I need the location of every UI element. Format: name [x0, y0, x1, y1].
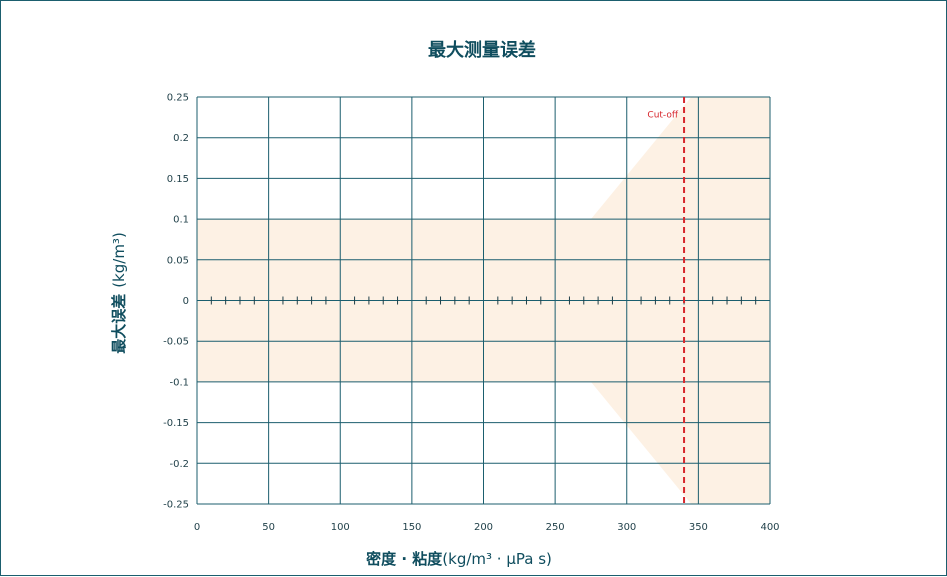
y-tick-label-9: -0.2: [169, 459, 189, 470]
x-tick-label-2: 100: [331, 522, 350, 533]
y-axis-label: 最大误差 (kg/m³): [110, 232, 128, 354]
x-tick-label-8: 400: [760, 522, 779, 533]
y-tick-label-10: -0.25: [163, 500, 189, 511]
cutoff-label: Cut-off: [647, 110, 678, 120]
grid-layer: [196, 96, 771, 505]
y-axis-label-unit: (kg/m³): [110, 232, 128, 288]
x-axis-label-main: 密度 · 粘度: [366, 550, 443, 568]
x-tick-label-7: 350: [689, 522, 708, 533]
x-tick-label-4: 200: [474, 522, 493, 533]
x-tick-label-5: 250: [546, 522, 565, 533]
x-tick-label-0: 0: [194, 522, 200, 533]
x-tick-label-3: 150: [402, 522, 421, 533]
x-axis-label: 密度 · 粘度(kg/m³ · µPa s): [366, 550, 552, 568]
chart-title: 最大测量误差: [428, 39, 536, 61]
y-tick-label-8: -0.15: [163, 418, 189, 429]
y-tick-label-4: 0.05: [167, 255, 189, 266]
y-tick-label-0: 0.25: [167, 93, 189, 104]
x-axis-label-unit: (kg/m³ · µPa s): [442, 550, 552, 568]
y-axis-label-main: 最大误差: [110, 294, 128, 354]
y-tick-label-6: -0.05: [163, 337, 189, 348]
minor-ticks-layer: [210, 296, 757, 305]
x-tick-labels: 0 50 100 150 200 250 300 350 400: [194, 522, 780, 533]
y-tick-label-5: 0: [183, 296, 189, 307]
y-tick-labels: 0.25 0.2 0.15 0.1 0.05 0 -0.05 -0.1 -0.15 -0.2 -0.…: [163, 93, 189, 511]
y-tick-label-7: -0.1: [169, 377, 189, 388]
y-tick-label-1: 0.2: [173, 133, 189, 144]
x-tick-label-6: 300: [617, 522, 636, 533]
y-tick-label-3: 0.1: [173, 215, 189, 226]
x-tick-label-1: 50: [262, 522, 275, 533]
cutoff-layer: Cut-off: [647, 97, 686, 504]
y-tick-label-2: 0.15: [167, 174, 189, 185]
